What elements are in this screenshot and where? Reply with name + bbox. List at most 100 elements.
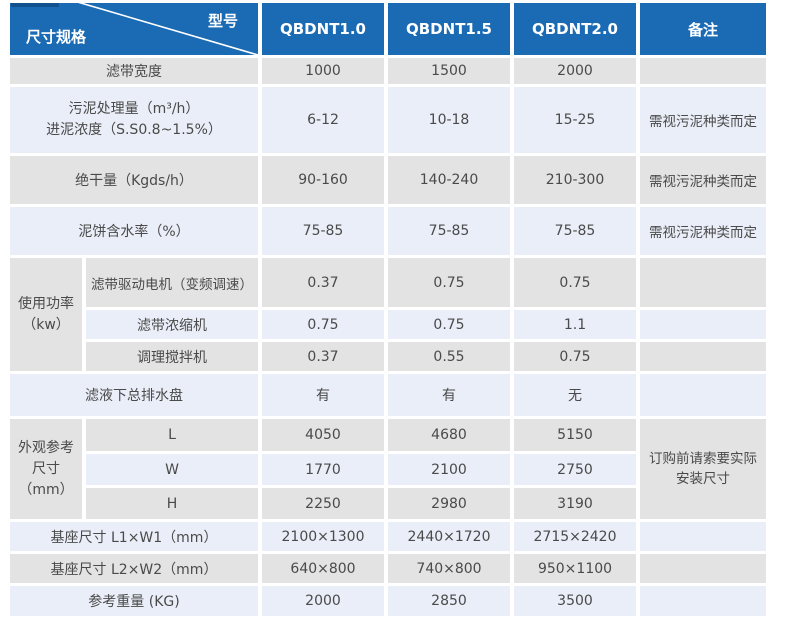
row-dimension-length: 外观参考 尺寸 （mm） L 4050 4680 5150 订购前请索要实际 安…: [10, 419, 766, 519]
remark-cell: [640, 586, 766, 616]
row-drain-pan: 滤液下总排水盘 有 有 无: [10, 374, 766, 416]
corner-tab-decoration: [11, 3, 59, 7]
value-cell: 2440×1720: [388, 522, 510, 551]
value-cell: 75-85: [262, 207, 384, 255]
row-belt-width: 滤带宽度 1000 1500 2000: [10, 58, 766, 84]
header-model-axis-label: 型号: [207, 12, 238, 30]
row-label-line1: 污泥处理量（m³/h）: [68, 101, 200, 117]
value-cell: 75-85: [388, 207, 510, 255]
row-reference-weight: 参考重量 (KG) 2000 2850 3500: [10, 586, 766, 616]
row-label: 泥饼含水率（%）: [10, 207, 258, 255]
row-label: 基座尺寸 L2×W2（mm）: [10, 554, 258, 583]
remark-cell-dimensions: 订购前请索要实际 安装尺寸: [640, 419, 766, 519]
value-cell: 0.75: [514, 258, 636, 307]
diagonal-divider-line: [10, 3, 258, 55]
value-cell: 4050: [262, 419, 384, 451]
remark-cell: [640, 554, 766, 583]
group-label-line1: 外观参考: [18, 439, 74, 456]
remark-cell: [640, 258, 766, 307]
value-cell: 2000: [262, 586, 384, 616]
value-cell: 2980: [388, 488, 510, 519]
value-cell: 740×800: [388, 554, 510, 583]
remark-cell: [640, 58, 766, 84]
value-cell: 1000: [262, 58, 384, 84]
value-cell: 640×800: [262, 554, 384, 583]
row-power-drive-motor: 使用功率 （kw） 滤带驱动电机（变频调速） 0.37 0.75 0.75: [10, 258, 766, 371]
table-header-row: 型号 尺寸规格 QBDNT1.0 QBDNT1.5 QBDNT2.0 备注: [10, 3, 766, 55]
group-label-dimensions: 外观参考 尺寸 （mm）: [10, 419, 82, 519]
value-cell: 0.75: [262, 310, 384, 339]
corner-header-cell: 型号 尺寸规格: [10, 3, 258, 55]
value-cell: 1.1: [514, 310, 636, 339]
row-power-thickener: 滤带浓缩机 0.75 0.75 1.1: [10, 310, 766, 339]
sub-row-label: 滤带驱动电机（变频调速）: [86, 258, 258, 307]
sub-row-label: L: [86, 419, 258, 451]
group-label-line2: （kw）: [22, 316, 70, 333]
sub-row-label: H: [86, 488, 258, 519]
value-cell: 90-160: [262, 156, 384, 204]
sub-row-label: W: [86, 454, 258, 485]
remark-cell: [640, 342, 766, 371]
remark-cell: 需视污泥种类而定: [640, 207, 766, 255]
row-base-l1w1: 基座尺寸 L1×W1（mm） 2100×1300 2440×1720 2715×…: [10, 522, 766, 551]
remark-line2: 安装尺寸: [676, 471, 730, 487]
group-label-line2: 尺寸: [32, 460, 60, 477]
value-cell: 2850: [388, 586, 510, 616]
row-label: 滤带宽度: [10, 58, 258, 84]
sub-row-label: 滤带浓缩机: [86, 310, 258, 339]
value-cell: 1500: [388, 58, 510, 84]
row-power-mixer: 调理搅拌机 0.37 0.55 0.75: [10, 342, 766, 371]
column-header-remark: 备注: [640, 3, 766, 55]
value-cell: 950×1100: [514, 554, 636, 583]
value-cell: 0.55: [388, 342, 510, 371]
row-dimension-width: W 1770 2100 2750: [10, 454, 766, 485]
group-label-line3: （mm）: [18, 481, 74, 498]
value-cell: 2715×2420: [514, 522, 636, 551]
value-cell: 2750: [514, 454, 636, 485]
value-cell: 0.37: [262, 342, 384, 371]
row-label: 基座尺寸 L1×W1（mm）: [10, 522, 258, 551]
remark-cell: [640, 522, 766, 551]
row-label: 滤液下总排水盘: [10, 374, 258, 416]
row-label: 绝干量（Kgds/h）: [10, 156, 258, 204]
spec-table: 型号 尺寸规格 QBDNT1.0 QBDNT1.5 QBDNT2.0 备注 滤带…: [6, 0, 770, 619]
row-label: 参考重量 (KG): [10, 586, 258, 616]
value-cell: 1770: [262, 454, 384, 485]
group-label-power: 使用功率 （kw）: [10, 258, 82, 371]
column-header-model-3: QBDNT2.0: [514, 3, 636, 55]
row-cake-moisture: 泥饼含水率（%） 75-85 75-85 75-85 需视污泥种类而定: [10, 207, 766, 255]
value-cell: 有: [262, 374, 384, 416]
row-label: 污泥处理量（m³/h） 进泥浓度（S.S0.8~1.5%）: [10, 87, 258, 153]
value-cell: 无: [514, 374, 636, 416]
value-cell: 15-25: [514, 87, 636, 153]
group-label-line1: 使用功率: [18, 295, 74, 312]
value-cell: 有: [388, 374, 510, 416]
value-cell: 4680: [388, 419, 510, 451]
value-cell: 10-18: [388, 87, 510, 153]
value-cell: 2100×1300: [262, 522, 384, 551]
value-cell: 140-240: [388, 156, 510, 204]
remark-cell: 需视污泥种类而定: [640, 156, 766, 204]
column-header-model-1: QBDNT1.0: [262, 3, 384, 55]
value-cell: 0.75: [514, 342, 636, 371]
value-cell: 3500: [514, 586, 636, 616]
column-header-model-2: QBDNT1.5: [388, 3, 510, 55]
value-cell: 3190: [514, 488, 636, 519]
row-sludge-capacity: 污泥处理量（m³/h） 进泥浓度（S.S0.8~1.5%） 6-12 10-18…: [10, 87, 766, 153]
value-cell: 5150: [514, 419, 636, 451]
remark-cell: [640, 310, 766, 339]
value-cell: 0.75: [388, 258, 510, 307]
remark-cell: [640, 374, 766, 416]
row-dry-solids: 绝干量（Kgds/h） 90-160 140-240 210-300 需视污泥种…: [10, 156, 766, 204]
row-base-l2w2: 基座尺寸 L2×W2（mm） 640×800 740×800 950×1100: [10, 554, 766, 583]
row-label-line2: 进泥浓度（S.S0.8~1.5%）: [46, 122, 222, 138]
remark-cell: 需视污泥种类而定: [640, 87, 766, 153]
value-cell: 210-300: [514, 156, 636, 204]
value-cell: 2100: [388, 454, 510, 485]
header-spec-axis-label: 尺寸规格: [26, 28, 87, 46]
value-cell: 0.75: [388, 310, 510, 339]
value-cell: 75-85: [514, 207, 636, 255]
value-cell: 6-12: [262, 87, 384, 153]
value-cell: 0.37: [262, 258, 384, 307]
